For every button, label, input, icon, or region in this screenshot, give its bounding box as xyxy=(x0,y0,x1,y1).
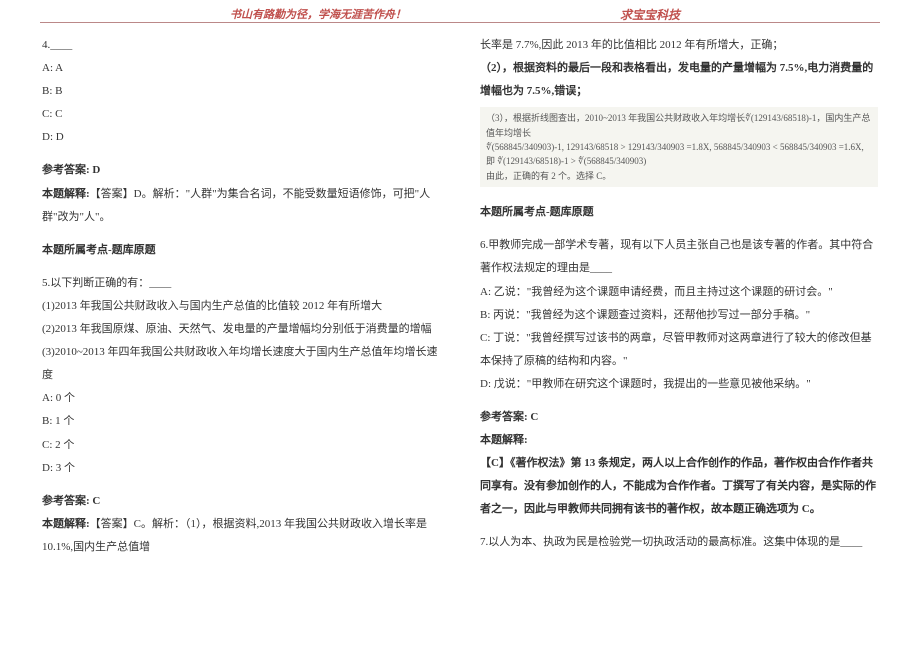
q4-opt-c: C: C xyxy=(42,103,440,126)
q4-answer: 参考答案: D xyxy=(42,159,440,182)
q4-kaodian: 本题所属考点-题库原题 xyxy=(42,239,440,262)
q4-opt-a: A: A xyxy=(42,57,440,80)
math-line2: ∜(568845/340903)-1, 129143/68518 > 12914… xyxy=(486,140,872,169)
q5-opt-c: C: 2 个 xyxy=(42,434,440,457)
q6-opt-b: B: 丙说："我曾经为这个课题查过资料，还帮他抄写过一部分手稿。" xyxy=(480,304,878,327)
page-header: 书山有路勤为径，学海无涯苦作舟！ 求宝宝科技 xyxy=(0,0,920,26)
header-brand: 求宝宝科技 xyxy=(620,6,680,23)
q5-stem: 5.以下判断正确的有：____ xyxy=(42,272,440,295)
q6-answer: 参考答案: C xyxy=(480,406,878,429)
math-block: （3），根据折线图查出，2010~2013 年我国公共财政收入年均增长∜(129… xyxy=(480,107,878,187)
content-columns: 4.____ A: A B: B C: C D: D 参考答案: D 本题解释:… xyxy=(0,26,920,567)
q4-opt-d: D: D xyxy=(42,126,440,149)
q4-explain: 本题解释:【答案】D。解析："人群"为集合名词，不能受数量短语修饰，可把"人群"… xyxy=(42,183,440,229)
q4-explain-label: 本题解释: xyxy=(42,188,90,200)
q5-opt-a: A: 0 个 xyxy=(42,387,440,410)
q5-explain-text: 【答案】C。解析：（1），根据资料,2013 年我国公共财政收入增长率是 10.… xyxy=(42,518,427,553)
q5-cont1: 长率是 7.7%,因此 2013 年的比值相比 2012 年有所增大，正确； xyxy=(480,34,878,57)
header-rule xyxy=(40,22,880,23)
q4-explain-text: 【答案】D。解析："人群"为集合名词，不能受数量短语修饰，可把"人群"改为"人"… xyxy=(42,188,430,223)
q5-sub1: (1)2013 年我国公共财政收入与国内生产总值的比值较 2012 年有所增大 xyxy=(42,295,440,318)
left-column: 4.____ A: A B: B C: C D: D 参考答案: D 本题解释:… xyxy=(30,26,460,567)
q5-sub2: (2)2013 年我国原煤、原油、天然气、发电量的产量增幅均分别低于消费量的增幅 xyxy=(42,318,440,341)
q5-opt-d: D: 3 个 xyxy=(42,457,440,480)
q6-explain-text: 【C】《著作权法》第 13 条规定，两人以上合作创作的作品，著作权由合作作者共同… xyxy=(480,452,878,521)
q5-opt-b: B: 1 个 xyxy=(42,410,440,433)
q4-stem: 4.____ xyxy=(42,34,440,57)
right-column: 长率是 7.7%,因此 2013 年的比值相比 2012 年有所增大，正确； （… xyxy=(460,26,890,567)
header-motto: 书山有路勤为径，学海无涯苦作舟！ xyxy=(230,6,406,22)
q5-explain-label: 本题解释: xyxy=(42,518,90,530)
math-line1: （3），根据折线图查出，2010~2013 年我国公共财政收入年均增长∜(129… xyxy=(486,111,872,140)
q6-opt-c: C: 丁说："我曾经撰写过该书的两章，尽管甲教师对这两章进行了较大的修改但基本保… xyxy=(480,327,878,373)
q6-explain-label: 本题解释: xyxy=(480,429,878,452)
q6-stem: 6.甲教师完成一部学术专著，现有以下人员主张自己也是该专著的作者。其中符合著作权… xyxy=(480,234,878,280)
q5-explain: 本题解释:【答案】C。解析：（1），根据资料,2013 年我国公共财政收入增长率… xyxy=(42,513,440,559)
q6-opt-a: A: 乙说："我曾经为这个课题申请经费，而且主持过这个课题的研讨会。" xyxy=(480,281,878,304)
q6-opt-d: D: 戊说："甲教师在研究这个课题时，我提出的一些意见被他采纳。" xyxy=(480,373,878,396)
q5-kaodian-right: 本题所属考点-题库原题 xyxy=(480,201,878,224)
math-line3: 由此，正确的有 2 个。选择 C。 xyxy=(486,169,872,183)
q5-sub3: (3)2010~2013 年四年我国公共财政收入年均增长速度大于国内生产总值年均… xyxy=(42,341,440,387)
q5-cont2: （2），根据资料的最后一段和表格看出，发电量的产量增幅为 7.5%,电力消费量的… xyxy=(480,57,878,103)
q5-answer: 参考答案: C xyxy=(42,490,440,513)
q4-opt-b: B: B xyxy=(42,80,440,103)
q7-stem: 7.以人为本、执政为民是检验党一切执政活动的最高标准。这集中体现的是____ xyxy=(480,531,878,554)
